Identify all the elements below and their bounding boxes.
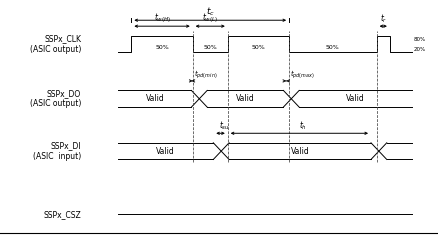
Text: 50%: 50%	[155, 45, 169, 50]
Text: $t_{pd(min)}$: $t_{pd(min)}$	[194, 68, 217, 80]
Text: Valid: Valid	[291, 147, 309, 156]
Text: 50%: 50%	[203, 45, 217, 50]
Text: SSPx_CLK
(ASIC output): SSPx_CLK (ASIC output)	[30, 34, 81, 54]
Text: 80%: 80%	[414, 37, 426, 42]
Text: SSPx_CSZ: SSPx_CSZ	[43, 210, 81, 219]
Text: $t_r$: $t_r$	[379, 12, 387, 25]
Text: SSPx_DI
(ASIC  input): SSPx_DI (ASIC input)	[33, 141, 81, 161]
Text: Valid: Valid	[346, 94, 365, 103]
Text: $t_{w(L)}$: $t_{w(L)}$	[202, 11, 218, 25]
Text: SSPx_DO
(ASIC output): SSPx_DO (ASIC output)	[30, 89, 81, 109]
Text: $t_h$: $t_h$	[299, 119, 307, 132]
Text: $t_{w(H)}$: $t_{w(H)}$	[153, 11, 171, 25]
Text: $t_{su}$: $t_{su}$	[219, 119, 230, 132]
Text: 20%: 20%	[414, 46, 426, 52]
Text: 50%: 50%	[326, 45, 340, 50]
Text: $t_{pd(max)}$: $t_{pd(max)}$	[290, 68, 315, 80]
Text: Valid: Valid	[236, 94, 254, 103]
Text: $t_c$: $t_c$	[206, 6, 215, 18]
Text: Valid: Valid	[145, 94, 164, 103]
Text: Valid: Valid	[156, 147, 175, 156]
Text: 50%: 50%	[251, 45, 265, 50]
